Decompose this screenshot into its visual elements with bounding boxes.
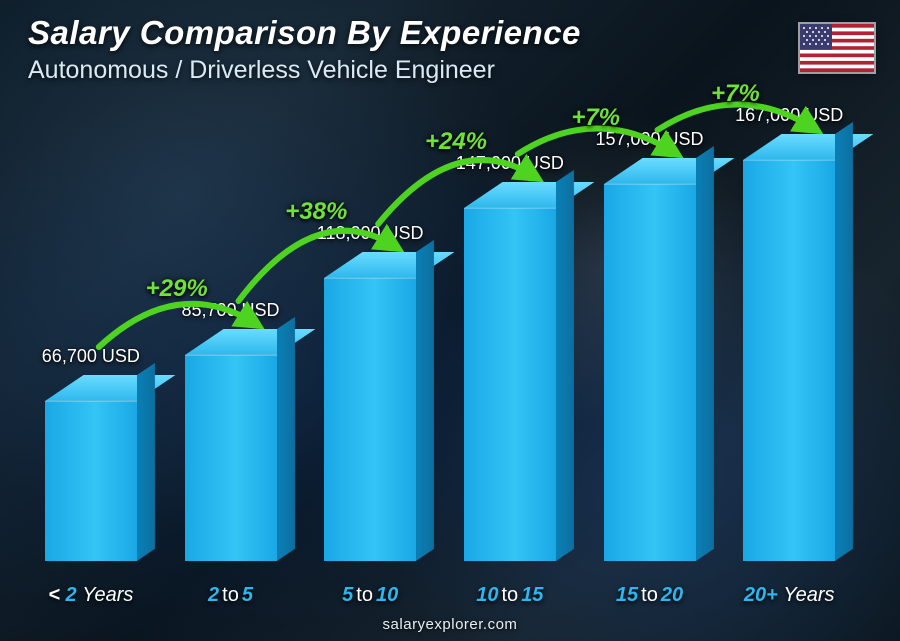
- x-tick: 15to20: [589, 584, 711, 607]
- bar-column: 147,000 USD: [449, 100, 571, 561]
- bar-value-label: 157,000 USD: [570, 129, 730, 150]
- x-tick: 10to15: [449, 584, 571, 607]
- bar-side-face: [416, 240, 434, 561]
- increase-label: +7%: [711, 80, 760, 108]
- bar-top-face: [185, 329, 316, 355]
- bar-side-face: [696, 146, 714, 561]
- bar-side-face: [137, 363, 155, 561]
- bar-column: 118,000 USD: [309, 100, 431, 561]
- bar-top-face: [604, 158, 735, 184]
- bar-side-face: [556, 170, 574, 561]
- bar-column: 167,000 USD: [728, 100, 850, 561]
- increase-label: +38%: [285, 198, 347, 226]
- x-axis: < 2 Years 2to5 5to10 10to15 15to20 20+ Years: [30, 584, 850, 607]
- bar-top-face: [743, 134, 874, 160]
- bar-front-face: [324, 278, 416, 561]
- bar-side-face: [835, 122, 853, 561]
- header: Salary Comparison By Experience Autonomo…: [28, 14, 581, 85]
- bar-top-face: [45, 375, 176, 401]
- increase-label: +7%: [571, 104, 620, 132]
- page-title: Salary Comparison By Experience: [28, 14, 581, 52]
- bar-value-label: 66,700 USD: [11, 346, 171, 367]
- salary-bar: [464, 208, 556, 561]
- bar-front-face: [464, 208, 556, 561]
- bar-front-face: [743, 160, 835, 561]
- bar-side-face: [277, 317, 295, 561]
- bar-column: 157,000 USD: [589, 100, 711, 561]
- page-subtitle: Autonomous / Driverless Vehicle Engineer: [28, 56, 581, 85]
- increase-label: +24%: [425, 128, 487, 156]
- salary-bar: [185, 355, 277, 561]
- bar-value-label: 167,000 USD: [709, 105, 869, 126]
- bar-front-face: [45, 401, 137, 561]
- x-tick: 5to10: [309, 584, 431, 607]
- branding-footer: salaryexplorer.com: [0, 616, 900, 633]
- bar-front-face: [604, 184, 696, 561]
- x-tick: 2to5: [170, 584, 292, 607]
- x-tick: < 2 Years: [30, 584, 152, 607]
- bar-top-face: [324, 252, 455, 278]
- bar-value-label: 147,000 USD: [430, 153, 590, 174]
- bar-top-face: [464, 182, 595, 208]
- bar-column: 85,700 USD: [170, 100, 292, 561]
- x-tick: 20+ Years: [728, 584, 850, 607]
- salary-bar-chart: 66,700 USD85,700 USD118,000 USD147,000 U…: [30, 100, 850, 561]
- increase-label: +29%: [146, 275, 208, 303]
- infographic-stage: Salary Comparison By Experience Autonomo…: [0, 0, 900, 641]
- salary-bar: [743, 160, 835, 561]
- bar-value-label: 118,000 USD: [290, 223, 450, 244]
- salary-bar: [324, 278, 416, 561]
- bar-value-label: 85,700 USD: [151, 300, 311, 321]
- bar-front-face: [185, 355, 277, 561]
- salary-bar: [604, 184, 696, 561]
- salary-bar: [45, 401, 137, 561]
- bar-column: 66,700 USD: [30, 100, 152, 561]
- us-flag-icon: [800, 24, 874, 72]
